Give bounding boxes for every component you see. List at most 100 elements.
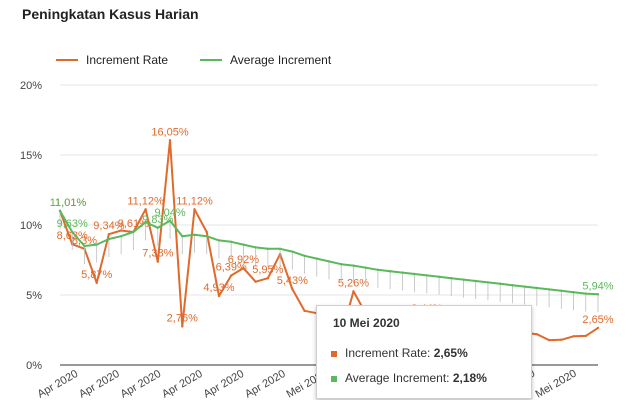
- increment-rate-point[interactable]: [107, 233, 111, 236]
- average-increment-data-label: 5,94%: [582, 280, 613, 292]
- tooltip-row-average-increment: Average Increment: 2,18%: [331, 371, 487, 385]
- average-increment-point[interactable]: [315, 257, 318, 260]
- average-increment-point[interactable]: [266, 247, 270, 250]
- tooltip-increment-marker: [331, 350, 337, 357]
- increment-rate-data-label: 5,43%: [277, 275, 308, 287]
- average-increment-point[interactable]: [168, 219, 172, 222]
- average-increment-point[interactable]: [181, 235, 184, 238]
- average-increment-point[interactable]: [327, 260, 331, 263]
- increment-rate-point[interactable]: [193, 208, 196, 211]
- increment-rate-point[interactable]: [156, 260, 160, 263]
- average-increment-point[interactable]: [425, 274, 429, 277]
- average-increment-point[interactable]: [303, 254, 306, 257]
- increment-rate-data-label: 16,05%: [151, 126, 189, 138]
- increment-rate-data-label: 11,01%: [50, 197, 87, 209]
- average-increment-point[interactable]: [413, 272, 416, 276]
- average-increment-point[interactable]: [242, 243, 245, 246]
- tooltip-increment-label: Increment Rate:: [345, 346, 431, 360]
- increment-rate-point[interactable]: [535, 333, 539, 336]
- average-increment-point[interactable]: [205, 235, 208, 238]
- average-increment-point[interactable]: [401, 271, 404, 274]
- increment-rate-point[interactable]: [119, 229, 123, 232]
- average-increment-point[interactable]: [596, 293, 600, 296]
- average-increment-point[interactable]: [364, 266, 367, 269]
- x-tick-label: Apr 2020: [160, 368, 205, 400]
- average-increment-data-label: 9,04%: [154, 207, 185, 219]
- average-increment-point[interactable]: [156, 226, 160, 229]
- increment-rate-point[interactable]: [181, 325, 184, 328]
- x-tick-label: Apr 2020: [77, 368, 122, 400]
- average-increment-point[interactable]: [132, 230, 135, 234]
- average-increment-point[interactable]: [83, 244, 86, 248]
- average-increment-point[interactable]: [572, 291, 575, 294]
- increment-rate-point[interactable]: [584, 334, 587, 338]
- y-tick-label: 10%: [20, 220, 42, 232]
- increment-rate-point[interactable]: [168, 139, 172, 142]
- legend-label-average-increment[interactable]: Average Increment: [230, 53, 332, 67]
- average-increment-point[interactable]: [474, 279, 477, 283]
- x-tick-label: Apr 2020: [36, 368, 81, 400]
- legend-label-increment-rate[interactable]: Increment Rate: [86, 53, 168, 67]
- average-increment-point[interactable]: [376, 268, 380, 271]
- increment-rate-point[interactable]: [95, 281, 98, 285]
- increment-rate-data-label: 9,61%: [118, 218, 149, 230]
- average-increment-point[interactable]: [144, 221, 147, 224]
- average-increment-point[interactable]: [535, 286, 539, 290]
- average-increment-point[interactable]: [486, 281, 490, 284]
- tooltip-average-value: 2,18%: [452, 371, 487, 385]
- increment-rate-point[interactable]: [596, 326, 600, 330]
- increment-rate-point[interactable]: [291, 287, 294, 291]
- increment-rate-point[interactable]: [303, 309, 306, 313]
- increment-rate-point[interactable]: [229, 274, 233, 277]
- average-increment-point[interactable]: [58, 209, 62, 213]
- increment-rate-data-label: 7,38%: [142, 248, 173, 260]
- average-increment-point[interactable]: [229, 240, 233, 243]
- increment-rate-point[interactable]: [242, 266, 245, 270]
- average-increment-point[interactable]: [388, 270, 392, 273]
- average-increment-point[interactable]: [450, 277, 453, 280]
- x-tick-label: Apr 2020: [243, 368, 288, 400]
- average-increment-data-label: 9,83%: [142, 214, 173, 226]
- increment-rate-data-label: 2,65%: [582, 314, 613, 326]
- increment-rate-point[interactable]: [266, 277, 270, 280]
- increment-rate-data-label: 6,39%: [216, 262, 247, 274]
- increment-rate-point[interactable]: [547, 338, 551, 342]
- average-increment-point[interactable]: [511, 284, 514, 287]
- average-increment-point[interactable]: [193, 233, 196, 236]
- average-increment-point[interactable]: [291, 250, 294, 253]
- average-increment-point[interactable]: [71, 230, 74, 234]
- increment-rate-data-label: 11,12%: [127, 195, 164, 207]
- increment-rate-point[interactable]: [144, 208, 147, 211]
- average-increment-point[interactable]: [107, 237, 111, 241]
- increment-rate-point[interactable]: [205, 230, 208, 234]
- average-increment-point[interactable]: [352, 264, 355, 267]
- increment-rate-point[interactable]: [352, 290, 355, 293]
- average-increment-point[interactable]: [437, 275, 441, 278]
- increment-rate-point[interactable]: [560, 338, 563, 341]
- increment-rate-point[interactable]: [254, 280, 257, 283]
- average-increment-point[interactable]: [95, 243, 98, 246]
- increment-rate-data-label: 2,76%: [167, 312, 198, 324]
- average-increment-point[interactable]: [217, 239, 221, 242]
- average-increment-point[interactable]: [119, 235, 123, 238]
- x-tick-label: Apr 2020: [202, 368, 247, 400]
- y-tick-label: 0%: [26, 360, 42, 372]
- average-increment-point[interactable]: [523, 285, 526, 288]
- average-increment-point[interactable]: [498, 282, 502, 285]
- average-increment-point[interactable]: [340, 263, 343, 266]
- increment-rate-point[interactable]: [572, 335, 575, 338]
- average-increment-point[interactable]: [547, 288, 551, 291]
- average-increment-point[interactable]: [584, 292, 587, 295]
- x-tick-label: Mei 2020: [534, 368, 579, 400]
- average-increment-point[interactable]: [254, 246, 257, 249]
- increment-rate-data-label: 9,34%: [93, 220, 124, 232]
- average-increment-point[interactable]: [560, 289, 563, 292]
- average-increment-point[interactable]: [462, 278, 465, 281]
- average-increment-point[interactable]: [278, 247, 282, 250]
- increment-rate-data-label: 5,87%: [81, 269, 112, 281]
- increment-rate-data-label: 11,12%: [176, 195, 213, 207]
- increment-rate-point[interactable]: [217, 294, 221, 298]
- tooltip-average-label: Average Increment:: [345, 371, 450, 385]
- chart-title: Peningkatan Kasus Harian: [22, 6, 199, 22]
- chart-tooltip: 10 Mei 2020 Increment Rate: 2,65% Averag…: [316, 305, 532, 399]
